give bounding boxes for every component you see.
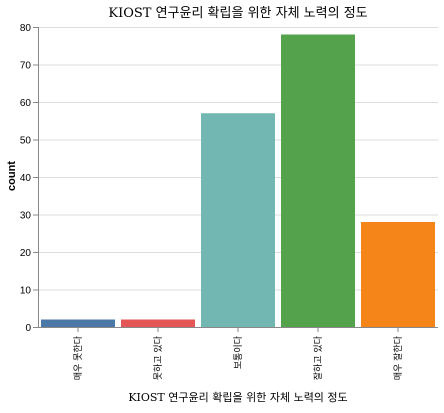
y-axis-title: count <box>6 161 18 191</box>
x-tick-label: 못하고 있다 <box>152 335 164 380</box>
bars <box>41 34 435 327</box>
bar-4 <box>281 34 355 327</box>
y-tick-label: 10 <box>20 286 32 297</box>
y-tick-label: 70 <box>20 61 32 72</box>
bar-5 <box>361 222 435 327</box>
y-tick-label: 20 <box>20 248 32 259</box>
y-tick-label: 60 <box>20 98 32 109</box>
y-tick-label: 0 <box>25 323 31 334</box>
x-axis-title: KIOST 연구윤리 확립을 위한 자체 노력의 정도 <box>128 391 347 404</box>
x-tick-label: 매우 못한다 <box>73 335 84 380</box>
axes: 0 10 20 30 40 50 60 70 80 매우 못한다 못하고 있다 보통이다 잘하고 있다 매… <box>20 23 438 380</box>
y-tick-label: 30 <box>20 211 32 222</box>
x-tick-label: 매우 잘한다 <box>392 335 404 380</box>
y-tick-label: 50 <box>20 136 32 147</box>
bar-3 <box>201 113 275 327</box>
y-tick-label: 40 <box>20 173 32 184</box>
x-tick-label: 보통이다 <box>233 335 244 369</box>
bar-1 <box>41 319 115 327</box>
y-tick-label: 80 <box>20 23 32 34</box>
chart-title: KIOST 연구윤리 확립을 위한 자체 노력의 정도 <box>108 6 367 21</box>
bar-2 <box>121 319 195 327</box>
x-tick-label: 잘하고 있다 <box>312 335 324 380</box>
